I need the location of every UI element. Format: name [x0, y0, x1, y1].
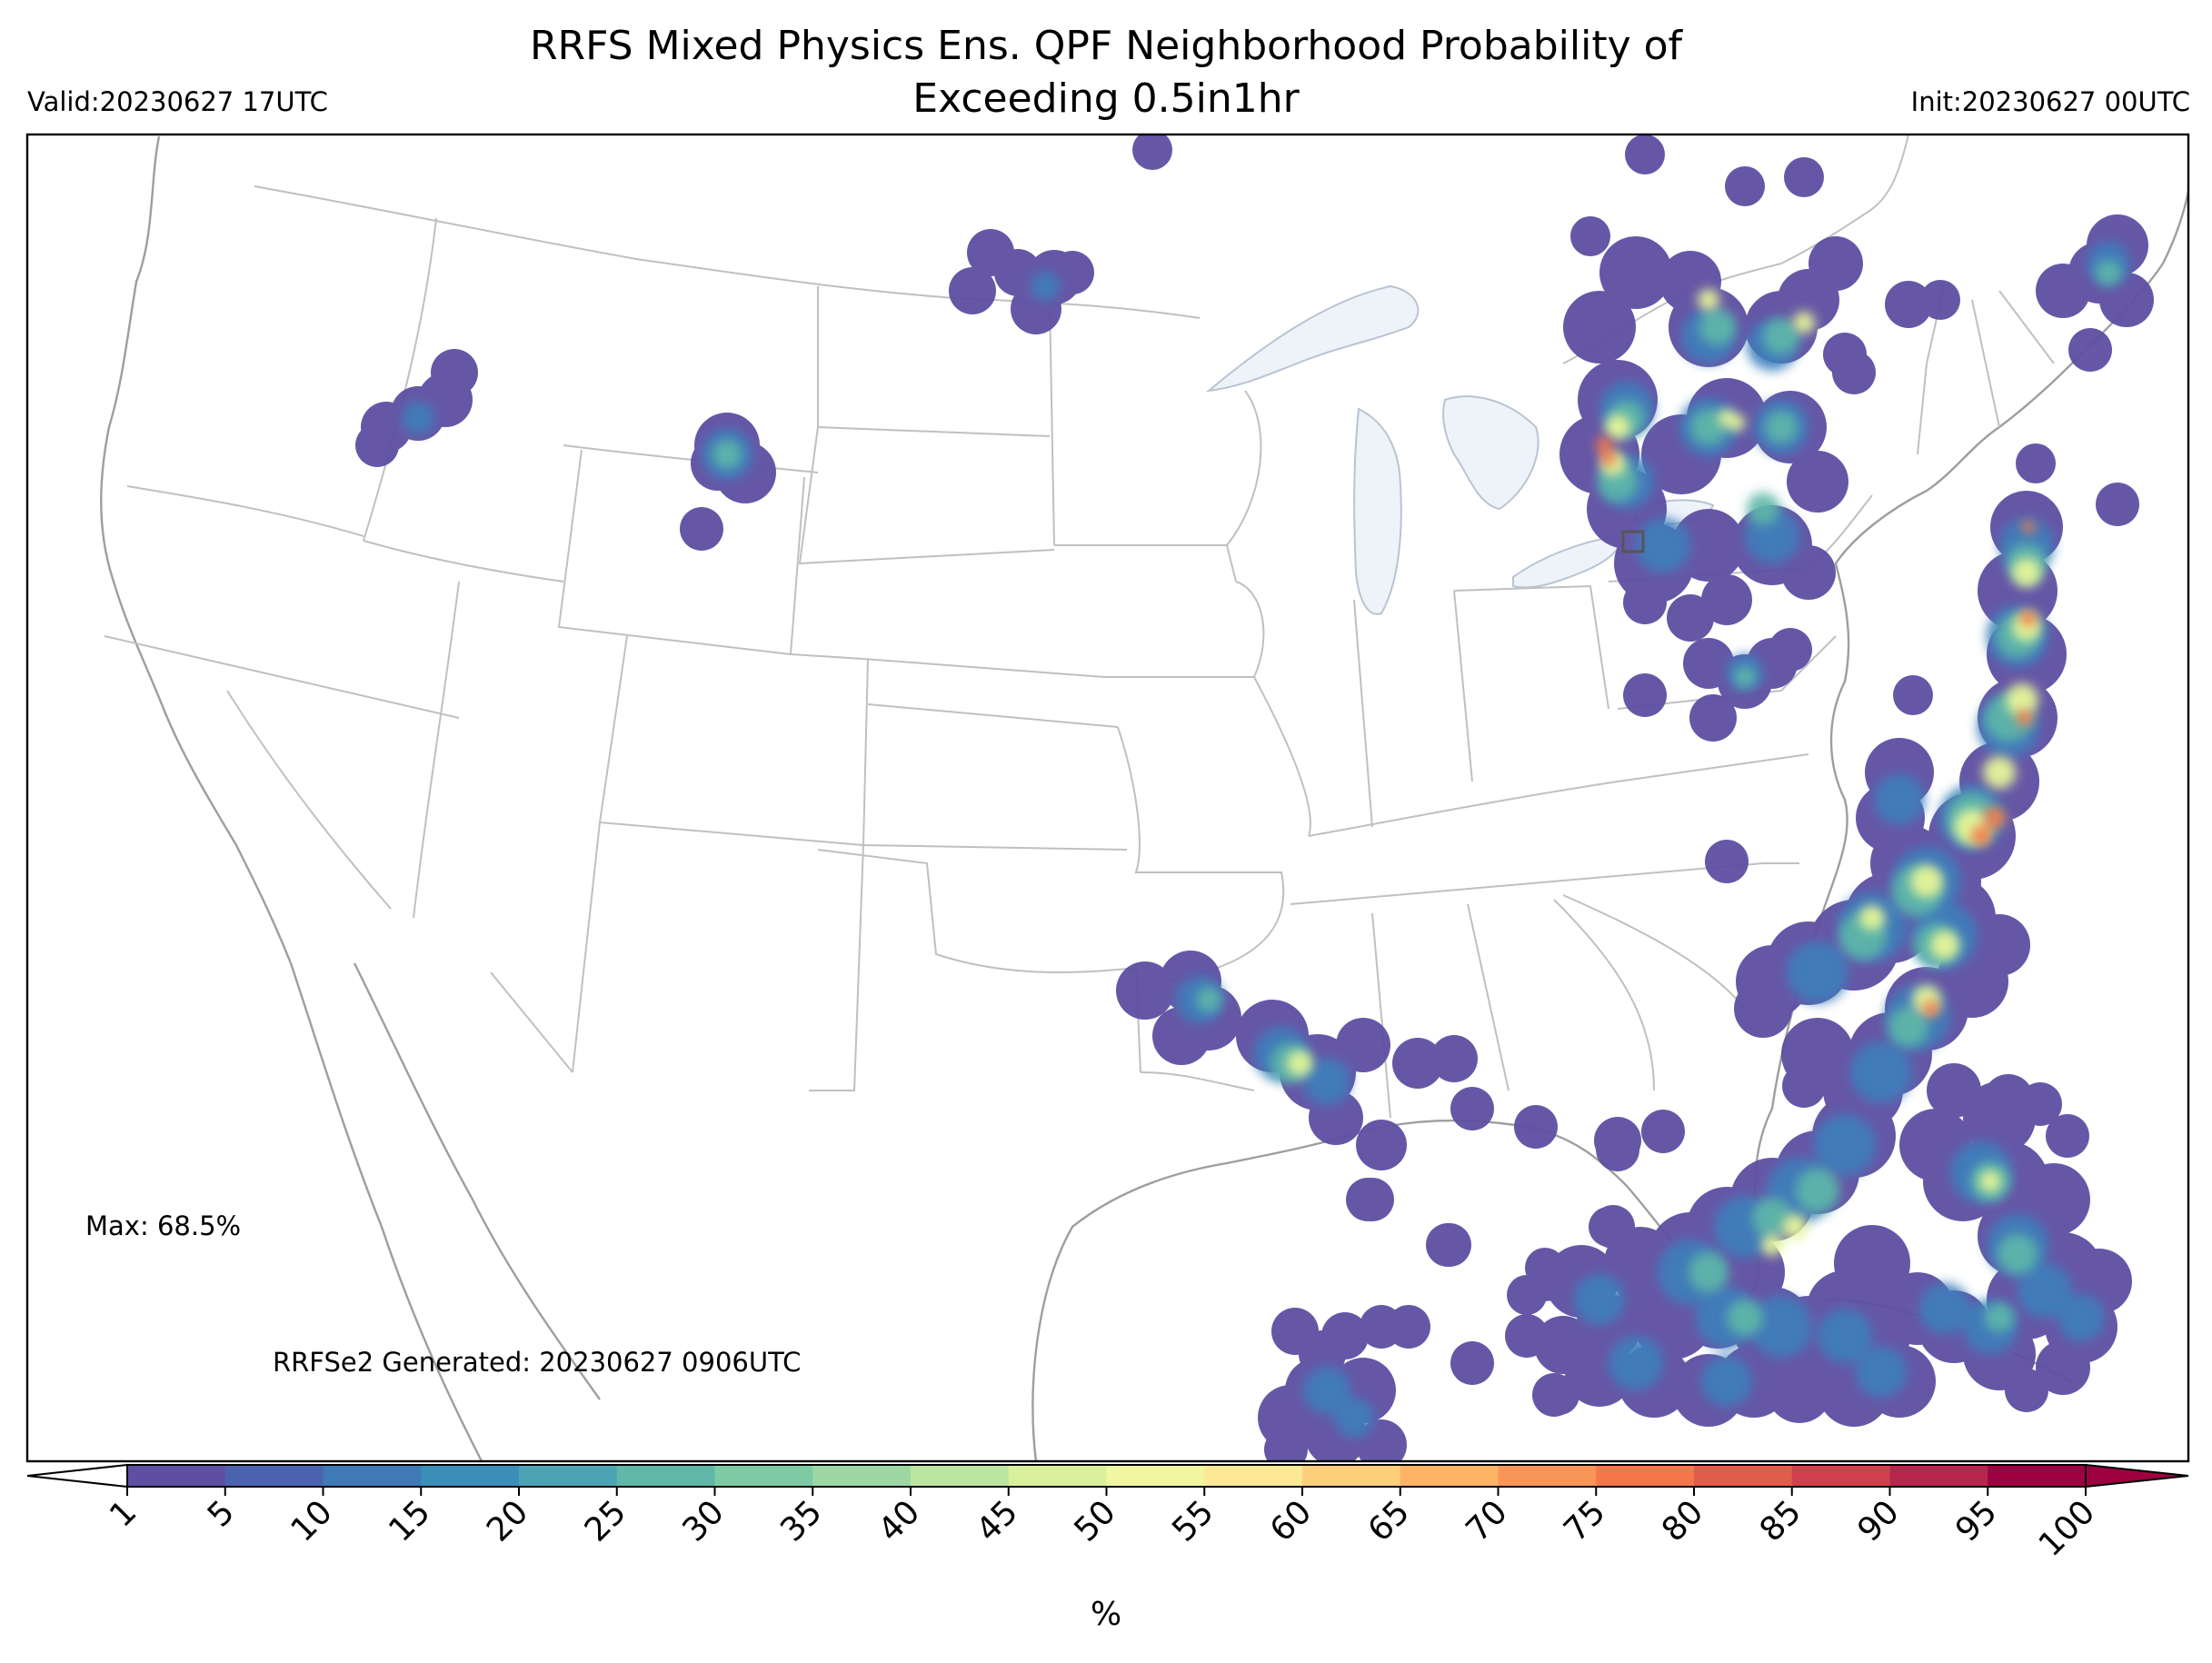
colorbar-swatch: [1302, 1465, 1401, 1487]
mexico-west-coast: [353, 962, 601, 1400]
az-nm: [490, 822, 601, 1073]
ky-tn: [1290, 753, 1809, 905]
ne-ks: [790, 653, 1128, 851]
colorbar-tick-label: 1: [103, 1493, 144, 1534]
colorbar-swatch: [519, 1465, 618, 1487]
colorbar-swatch: [1204, 1465, 1303, 1487]
max-value-label: Max: 68.5%: [85, 1210, 242, 1241]
colorbar-swatch: [1694, 1465, 1793, 1487]
colorbar-tick-label: 10: [284, 1493, 339, 1548]
mo-ar-la: [1117, 726, 1285, 1091]
init-time-label: Init:20230627 00UTC: [1910, 86, 2190, 117]
wa-or: [126, 485, 364, 537]
colorbar-swatch: [1596, 1465, 1695, 1487]
colorbar-swatch: [421, 1465, 520, 1487]
colorbar-unit-label: %: [1091, 1596, 1122, 1633]
colorbar-tick-label: 75: [1557, 1493, 1612, 1548]
colorbar-swatch: [224, 1465, 324, 1487]
colorbar-swatch: [1400, 1465, 1500, 1487]
colorbar-tick-label: 50: [1067, 1493, 1122, 1548]
colorbar-tick-label: 40: [872, 1493, 927, 1548]
map-frame: [25, 133, 2190, 1463]
colorbar-tick-label: 15: [382, 1493, 437, 1548]
id-mt: [363, 217, 437, 542]
colorbar-tick-label: 80: [1655, 1493, 1710, 1548]
colorbar-tick-label: 55: [1165, 1493, 1221, 1548]
colorbar-tick-label: 35: [773, 1493, 829, 1548]
us-canada-border: [254, 185, 1201, 319]
chart-title: RRFS Mixed Physics Ens. QPF Neighborhood…: [0, 20, 2212, 125]
colorbar-swatch: [1106, 1465, 1205, 1487]
title-line-2: Exceeding 0.5in1hr: [912, 75, 1300, 122]
colorbar-tick-label: 45: [970, 1493, 1025, 1548]
colorbar-tick-label: 60: [1263, 1493, 1319, 1548]
colorbar-swatch: [1988, 1465, 2087, 1487]
colorbar-tick-label: 100: [2032, 1493, 2103, 1564]
ca-nv-diag: [226, 690, 392, 910]
colorbar-tick-label: 20: [480, 1493, 535, 1548]
valid-time-label: Valid:20230627 17UTC: [27, 86, 328, 117]
colorbar-swatch: [1791, 1465, 1891, 1487]
idaho-south: [363, 540, 564, 583]
marker-box: [1621, 530, 1645, 553]
dakotas: [798, 286, 1055, 565]
nm-tx: [809, 844, 864, 1091]
title-line-1: RRFS Mixed Physics Ens. QPF Neighborhood…: [529, 23, 1683, 69]
colorbar-swatch: [714, 1465, 813, 1487]
layer-65pct: [1596, 437, 2037, 1017]
probability-fields: [355, 134, 2154, 1461]
ok-tx: [817, 849, 1141, 1073]
colorbar-tick-label: 30: [675, 1493, 731, 1548]
lake-huron: [1442, 395, 1539, 511]
colorbar-tick-label: 70: [1459, 1493, 1514, 1548]
colorbar-over-extension: [2085, 1463, 2189, 1489]
generated-time-label: RRFSe2 Generated: 20230627 0906UTC: [273, 1347, 802, 1378]
state-boundaries: [104, 134, 2055, 1119]
colorbar-swatch: [911, 1465, 1010, 1487]
colorbar-tick-label: 85: [1753, 1493, 1808, 1548]
carolinas: [1562, 862, 1799, 1010]
colorbar-tick-label: 65: [1361, 1493, 1417, 1548]
great-lakes: [1205, 284, 1715, 615]
baja-coast: [289, 962, 483, 1461]
colorbar-swatch: [323, 1465, 422, 1487]
il-in-oh: [1253, 584, 1609, 837]
west-coast: [100, 135, 293, 964]
colorbar-swatch: [616, 1465, 716, 1487]
or-ca-nv: [104, 635, 460, 719]
mn-wi-ia: [1054, 390, 1265, 678]
colorbar-swatch: [1889, 1465, 1988, 1487]
colorbar-tick-label: 5: [201, 1493, 242, 1534]
ut-co: [598, 635, 869, 847]
nevada-east: [413, 581, 460, 919]
colorbar-swatch: [812, 1465, 912, 1487]
colorbar-tick-label: 95: [1948, 1493, 2004, 1548]
colorbar-tick-label: 25: [578, 1493, 633, 1548]
lake-superior: [1205, 284, 1420, 393]
wy-box: [557, 449, 805, 656]
lake-michigan: [1353, 407, 1402, 615]
colorbar-tick-label: 90: [1850, 1493, 1906, 1548]
colorbar-swatch: [1008, 1465, 1108, 1487]
ms-al-ga: [1371, 899, 1655, 1119]
mt-wy: [563, 444, 819, 473]
colorbar-swatch: [127, 1465, 226, 1487]
colorbar-under-extension: [26, 1463, 128, 1489]
colorbar-swatch: [1498, 1465, 1597, 1487]
